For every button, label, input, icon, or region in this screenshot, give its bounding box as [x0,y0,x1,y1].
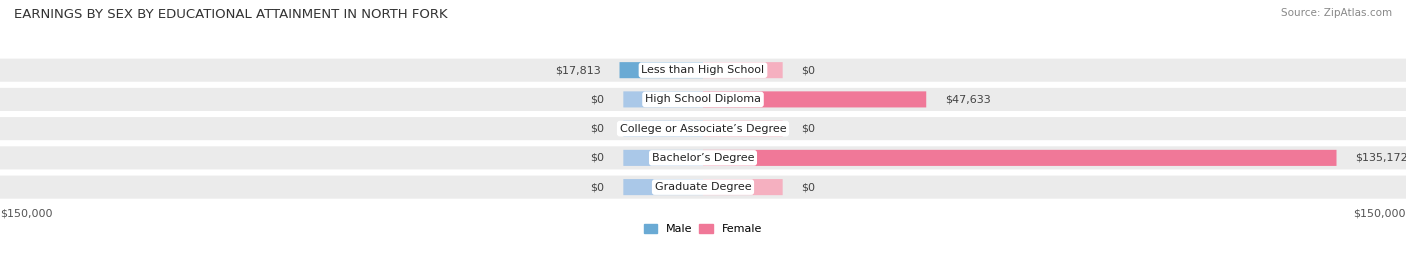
Text: $135,172: $135,172 [1355,153,1406,163]
Text: Less than High School: Less than High School [641,65,765,75]
Text: High School Diploma: High School Diploma [645,94,761,105]
Text: $0: $0 [801,65,815,75]
Text: $0: $0 [801,124,815,134]
FancyBboxPatch shape [703,150,1337,166]
FancyBboxPatch shape [0,88,1406,111]
Text: $0: $0 [801,182,815,192]
Text: $17,813: $17,813 [555,65,600,75]
FancyBboxPatch shape [0,146,1406,169]
FancyBboxPatch shape [623,91,703,107]
FancyBboxPatch shape [623,121,703,137]
FancyBboxPatch shape [0,59,1406,82]
FancyBboxPatch shape [703,121,783,137]
FancyBboxPatch shape [703,91,927,107]
FancyBboxPatch shape [0,176,1406,199]
Text: EARNINGS BY SEX BY EDUCATIONAL ATTAINMENT IN NORTH FORK: EARNINGS BY SEX BY EDUCATIONAL ATTAINMEN… [14,8,447,21]
FancyBboxPatch shape [620,62,703,78]
Text: $0: $0 [591,94,605,105]
FancyBboxPatch shape [0,117,1406,140]
Text: Bachelor’s Degree: Bachelor’s Degree [652,153,754,163]
Text: $0: $0 [591,182,605,192]
Legend: Male, Female: Male, Female [640,219,766,239]
FancyBboxPatch shape [703,179,783,195]
Text: Source: ZipAtlas.com: Source: ZipAtlas.com [1281,8,1392,18]
FancyBboxPatch shape [623,179,703,195]
Text: $150,000: $150,000 [1354,208,1406,218]
Text: $150,000: $150,000 [0,208,52,218]
Text: Graduate Degree: Graduate Degree [655,182,751,192]
Text: $0: $0 [591,124,605,134]
Text: College or Associate’s Degree: College or Associate’s Degree [620,124,786,134]
FancyBboxPatch shape [623,150,703,166]
Text: $0: $0 [591,153,605,163]
FancyBboxPatch shape [703,62,783,78]
Text: $47,633: $47,633 [945,94,991,105]
